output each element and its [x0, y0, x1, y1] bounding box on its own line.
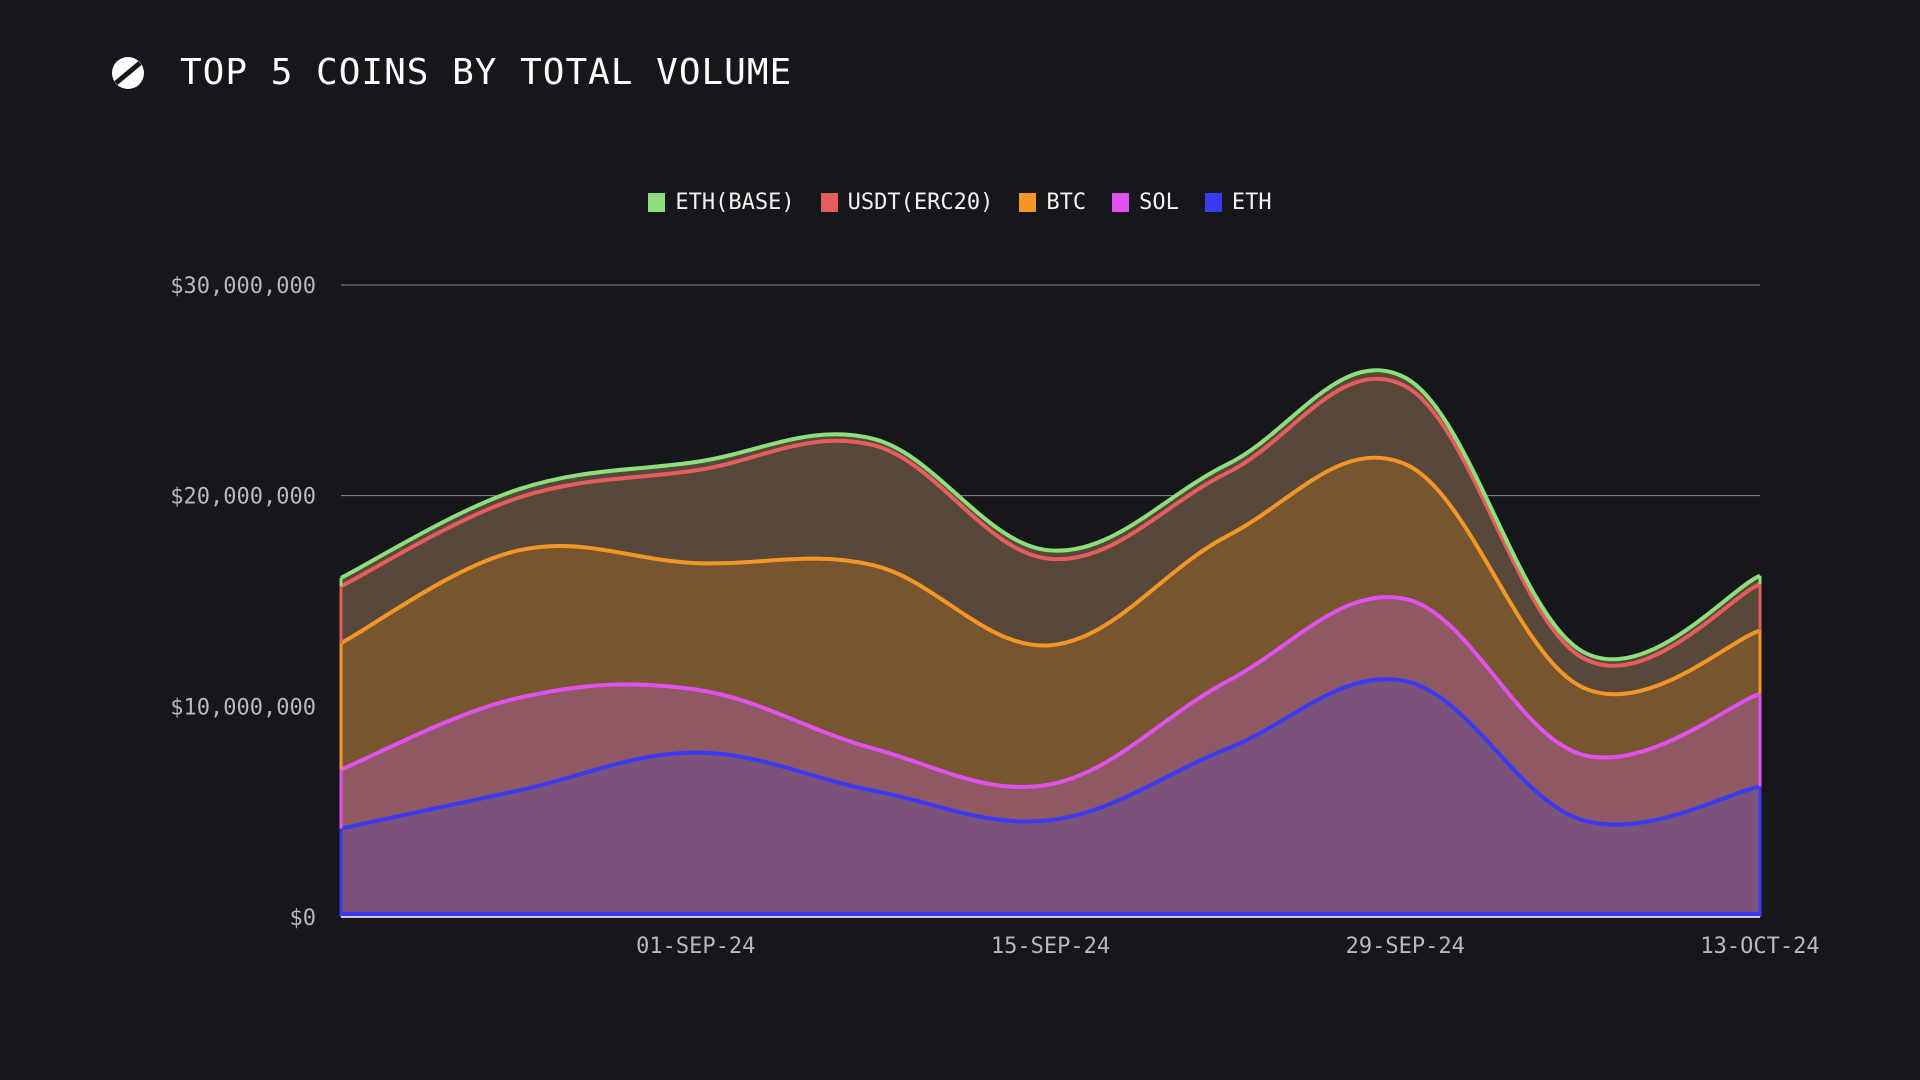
legend-item-btc[interactable]: BTC	[1019, 190, 1086, 215]
legend-label: USDT(ERC20)	[847, 190, 994, 215]
line-eth	[340, 677, 1761, 831]
x-tick-label: 13-OCT-24	[1700, 934, 1819, 959]
legend-label: SOL	[1139, 190, 1179, 215]
y-tick-label: $20,000,000	[170, 485, 316, 510]
y-tick-label: $10,000,000	[170, 695, 316, 720]
legend-swatch	[820, 193, 838, 212]
x-tick-label: 01-SEP-24	[636, 934, 755, 959]
legend-item-eth[interactable]: ETH	[1204, 190, 1272, 215]
legend-item-eth-base-[interactable]: ETH(BASE)	[648, 190, 795, 215]
line-btc	[340, 455, 1761, 697]
legend-swatch	[1019, 193, 1037, 212]
slashed-s-logo-icon	[112, 56, 144, 89]
legend-swatch	[1204, 193, 1222, 212]
legend-swatch	[648, 193, 666, 212]
legend-label: ETH	[1231, 190, 1272, 215]
legend-label: ETH(BASE)	[675, 190, 795, 215]
line-usdt-erc20-	[340, 376, 1761, 668]
line-layer	[339, 368, 1762, 917]
x-tick-label: 15-SEP-24	[991, 934, 1110, 959]
area-layer	[341, 370, 1760, 918]
area-eth	[341, 679, 1760, 917]
legend-swatch	[1112, 193, 1130, 212]
x-tick-label: 29-SEP-24	[1346, 934, 1465, 959]
y-tick-label: $30,000,000	[170, 274, 316, 299]
line-eth-base-	[340, 368, 1761, 662]
line-sol	[340, 595, 1761, 790]
legend-item-usdt-erc20-[interactable]: USDT(ERC20)	[820, 190, 994, 215]
chart-title: TOP 5 COINS BY TOTAL VOLUME	[180, 52, 793, 93]
chart-legend: ETH(BASE) USDT(ERC20) BTC SOL ETH	[0, 190, 1920, 215]
legend-item-sol[interactable]: SOL	[1112, 190, 1179, 215]
legend-label: BTC	[1046, 190, 1087, 215]
chart-header: TOP 5 COINS BY TOTAL VOLUME	[110, 52, 792, 93]
y-tick-label: $0	[290, 906, 317, 931]
axis-layer: $0 $10,000,000 $20,000,000 $30,000,000 01-SE…	[170, 274, 1819, 959]
